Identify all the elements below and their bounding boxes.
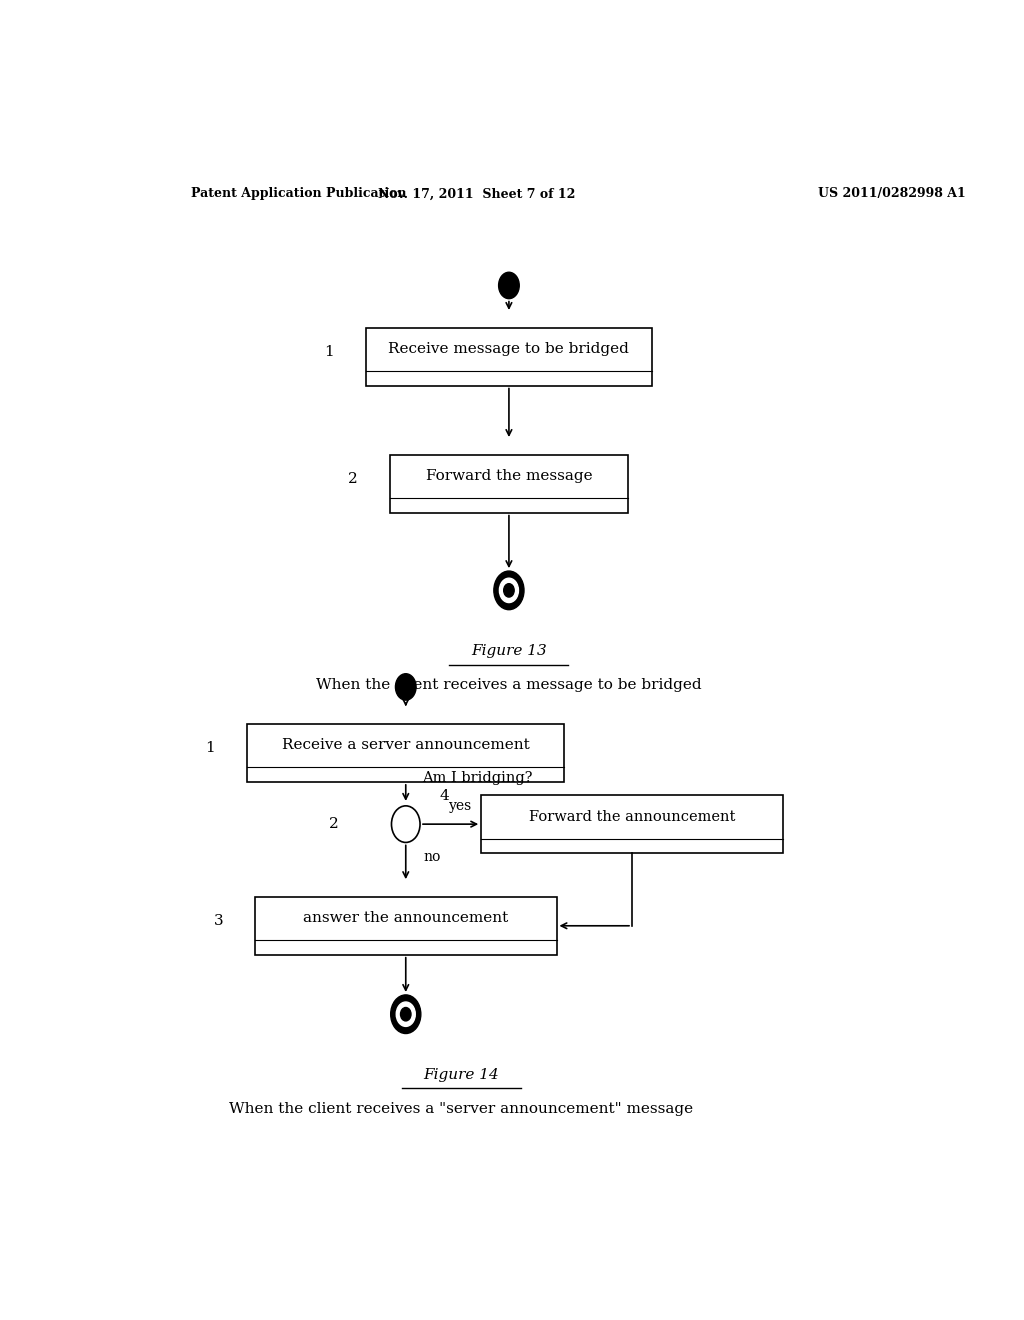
Text: Receive a server announcement: Receive a server announcement	[282, 738, 529, 752]
Circle shape	[499, 272, 519, 298]
Text: Patent Application Publication: Patent Application Publication	[191, 187, 407, 201]
Text: Receive message to be bridged: Receive message to be bridged	[388, 342, 630, 356]
Text: Forward the message: Forward the message	[426, 469, 592, 483]
FancyBboxPatch shape	[481, 795, 782, 853]
Circle shape	[391, 995, 421, 1034]
Text: When the client receives a "server announcement" message: When the client receives a "server annou…	[229, 1102, 693, 1115]
FancyBboxPatch shape	[255, 896, 557, 954]
Circle shape	[391, 805, 420, 842]
Text: Am I bridging?: Am I bridging?	[422, 771, 532, 785]
Text: 1: 1	[325, 345, 334, 359]
Text: 3: 3	[214, 913, 223, 928]
Text: 1: 1	[206, 741, 215, 755]
Circle shape	[504, 583, 514, 597]
Circle shape	[395, 673, 416, 700]
Text: no: no	[423, 850, 440, 863]
Text: 2: 2	[329, 817, 338, 832]
Text: When the client receives a message to be bridged: When the client receives a message to be…	[316, 678, 701, 692]
Text: Nov. 17, 2011  Sheet 7 of 12: Nov. 17, 2011 Sheet 7 of 12	[379, 187, 575, 201]
Circle shape	[494, 572, 524, 610]
FancyBboxPatch shape	[390, 454, 628, 512]
Text: answer the announcement: answer the announcement	[303, 911, 508, 925]
Text: Forward the announcement: Forward the announcement	[528, 809, 735, 824]
Text: yes: yes	[450, 799, 473, 813]
Text: Figure 14: Figure 14	[424, 1068, 499, 1082]
Text: Figure 13: Figure 13	[471, 644, 547, 659]
FancyBboxPatch shape	[247, 725, 564, 781]
Text: 4: 4	[439, 788, 450, 803]
Text: US 2011/0282998 A1: US 2011/0282998 A1	[818, 187, 967, 201]
Circle shape	[400, 1007, 411, 1020]
Circle shape	[396, 1002, 416, 1027]
Text: 2: 2	[348, 471, 358, 486]
Circle shape	[500, 578, 518, 602]
FancyBboxPatch shape	[367, 327, 651, 385]
